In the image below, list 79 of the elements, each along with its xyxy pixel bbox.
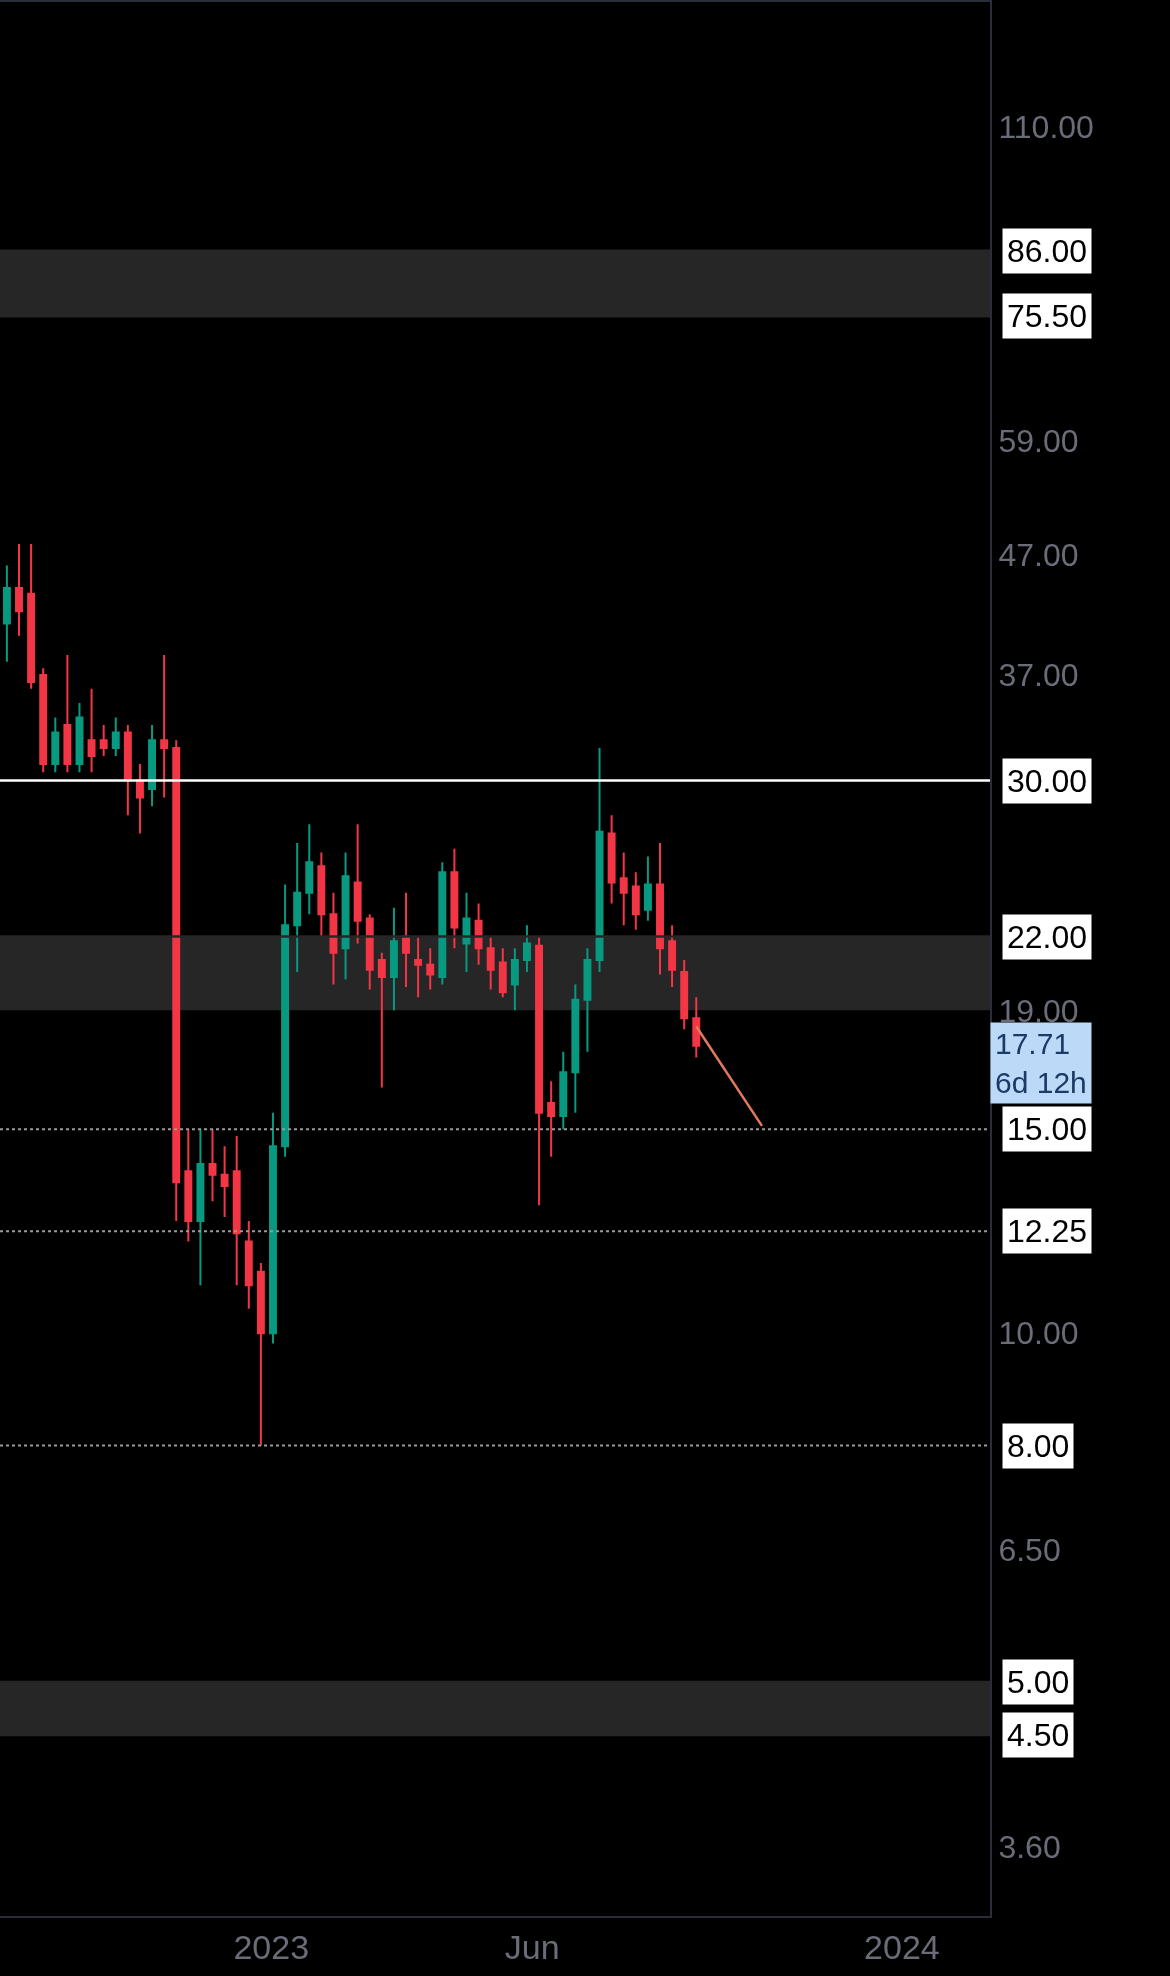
candlestick <box>208 1128 217 1203</box>
candlestick <box>269 1111 277 1345</box>
candlestick <box>510 947 519 1012</box>
ref-line-label: 12.25 <box>1007 1213 1088 1249</box>
candlestick <box>196 1128 205 1287</box>
ref-line-label: 30.00 <box>1007 763 1088 799</box>
candlestick <box>75 702 84 774</box>
y-tick-label: 37.00 <box>998 657 1079 694</box>
candlestick <box>220 1145 229 1218</box>
candlestick <box>232 1135 241 1287</box>
y-tick-label: 19.00 <box>998 992 1079 1029</box>
candlestick <box>619 851 628 927</box>
candlestick <box>353 823 362 945</box>
candlestick <box>87 687 96 774</box>
candlestick <box>414 935 423 999</box>
y-tick-label: 59.00 <box>998 422 1079 459</box>
candlestick <box>329 891 338 986</box>
y-tick-label: 6.50 <box>998 1532 1061 1569</box>
x-tick-label: 2023 <box>233 1927 310 1966</box>
candlestick <box>680 958 689 1031</box>
candlestick <box>668 924 677 989</box>
y-tick-label: 110.00 <box>998 109 1094 146</box>
candlestick <box>547 1080 556 1158</box>
x-tick-label: Jun <box>504 1927 560 1966</box>
candlestick <box>2 564 11 663</box>
candlestick <box>317 851 326 938</box>
candlestick <box>184 1128 193 1243</box>
y-tick-label: 47.00 <box>998 536 1079 573</box>
candlestick <box>389 906 398 1012</box>
x-tick-label: 2024 <box>864 1927 940 1966</box>
candlestick <box>571 983 580 1114</box>
candlestick <box>244 1219 253 1310</box>
candlestick <box>474 902 483 966</box>
candlestick <box>172 739 181 1222</box>
candlestick <box>293 841 302 974</box>
candlestick <box>111 716 120 758</box>
candlestick <box>377 951 386 1089</box>
candlestick <box>99 724 108 758</box>
candlestick <box>438 861 447 986</box>
candlestick <box>305 823 314 916</box>
candlestick <box>692 996 701 1059</box>
candlestick <box>135 763 144 835</box>
candlestick <box>559 1050 568 1131</box>
text: 17.71 6d 12h <box>995 1027 1087 1099</box>
candlestick <box>607 814 616 905</box>
candlestick <box>341 851 350 981</box>
candlestick <box>148 724 156 808</box>
candlestick <box>462 891 471 974</box>
y-tick-label: 10.00 <box>998 1315 1079 1352</box>
candlestick <box>51 716 60 774</box>
ref-line-label: 4.50 <box>1007 1717 1070 1753</box>
candlestick <box>160 654 169 799</box>
candlestick <box>256 1261 265 1447</box>
candlestick <box>63 654 72 774</box>
candlestick <box>39 667 48 774</box>
candlestick <box>523 924 531 974</box>
y-tick-label: 3.60 <box>998 1829 1061 1866</box>
candlestick <box>656 841 664 976</box>
candlestick <box>402 891 410 989</box>
candlestick <box>281 883 290 1158</box>
candlestick <box>27 543 36 690</box>
ref-line-label: 8.00 <box>1007 1428 1070 1464</box>
candlestick <box>535 935 544 1207</box>
ref-line-label: 5.00 <box>1007 1664 1070 1700</box>
candlestick <box>426 947 435 991</box>
candlestick <box>365 913 374 991</box>
candlestick <box>643 855 652 922</box>
candlestick <box>486 935 495 991</box>
candlestick <box>595 747 604 974</box>
ref-line-label: 15.00 <box>1007 1111 1088 1147</box>
candlestick <box>583 947 592 1053</box>
candlestick <box>123 724 132 817</box>
candlestick <box>631 871 640 931</box>
ref-line-label: 75.50 <box>1007 298 1088 334</box>
ref-line-label: 86.00 <box>1007 233 1088 269</box>
candlestick <box>498 947 507 999</box>
candlestick <box>450 847 459 950</box>
candlestick <box>15 543 23 637</box>
ref-line-label: 22.00 <box>1007 919 1088 955</box>
